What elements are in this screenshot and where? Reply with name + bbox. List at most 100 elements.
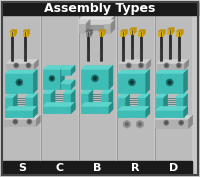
Bar	[117, 161, 154, 174]
Polygon shape	[176, 30, 183, 32]
Polygon shape	[81, 89, 93, 93]
Circle shape	[127, 63, 131, 68]
Circle shape	[139, 63, 143, 68]
Circle shape	[14, 121, 17, 123]
Polygon shape	[43, 89, 55, 93]
Bar	[118, 97, 126, 117]
Polygon shape	[111, 16, 115, 24]
Bar	[99, 32, 103, 36]
Circle shape	[26, 63, 31, 68]
Circle shape	[130, 80, 134, 84]
Circle shape	[27, 64, 30, 67]
Polygon shape	[156, 93, 168, 97]
Bar	[129, 30, 134, 34]
Polygon shape	[43, 89, 55, 93]
Bar	[10, 32, 15, 36]
Bar	[176, 32, 181, 36]
Polygon shape	[63, 89, 75, 93]
Polygon shape	[23, 30, 30, 32]
Polygon shape	[120, 30, 127, 32]
Polygon shape	[184, 106, 188, 117]
Circle shape	[164, 63, 169, 68]
Circle shape	[168, 80, 172, 84]
Polygon shape	[156, 93, 168, 97]
Polygon shape	[118, 106, 150, 110]
Text: B: B	[93, 162, 102, 173]
Circle shape	[128, 79, 135, 86]
Circle shape	[177, 63, 181, 68]
Polygon shape	[33, 93, 37, 117]
Bar	[101, 93, 109, 113]
Bar	[118, 73, 146, 93]
Bar	[138, 32, 143, 36]
Bar	[5, 73, 33, 93]
Polygon shape	[129, 28, 136, 30]
Circle shape	[140, 64, 142, 67]
Polygon shape	[111, 20, 115, 33]
Bar	[104, 24, 111, 33]
Bar	[23, 32, 28, 36]
Bar	[43, 93, 51, 113]
Bar	[3, 161, 40, 174]
Polygon shape	[5, 93, 17, 97]
Polygon shape	[5, 106, 37, 110]
Polygon shape	[125, 30, 127, 36]
Circle shape	[13, 119, 17, 124]
Polygon shape	[79, 20, 90, 24]
Bar	[156, 97, 164, 117]
Polygon shape	[156, 69, 188, 73]
Circle shape	[50, 77, 54, 80]
Bar	[79, 20, 111, 24]
Polygon shape	[118, 93, 130, 97]
Bar	[43, 106, 71, 113]
Bar	[119, 64, 147, 69]
Bar	[2, 2, 198, 15]
Bar	[138, 97, 146, 117]
Polygon shape	[138, 30, 145, 32]
Polygon shape	[28, 30, 30, 36]
Bar	[61, 69, 71, 75]
Polygon shape	[184, 69, 188, 93]
Circle shape	[138, 122, 142, 126]
Polygon shape	[109, 102, 113, 113]
Circle shape	[179, 121, 183, 125]
Bar	[41, 15, 78, 161]
Polygon shape	[167, 28, 174, 30]
Polygon shape	[25, 93, 37, 97]
Polygon shape	[25, 93, 37, 97]
Bar	[79, 161, 116, 174]
Polygon shape	[134, 28, 136, 34]
Circle shape	[17, 80, 21, 84]
Circle shape	[180, 122, 182, 124]
Polygon shape	[51, 89, 55, 113]
Polygon shape	[147, 59, 151, 69]
Polygon shape	[118, 69, 150, 73]
Bar	[86, 32, 91, 36]
Circle shape	[92, 75, 99, 82]
Bar	[4, 119, 36, 126]
Bar	[156, 73, 184, 93]
Polygon shape	[109, 65, 113, 89]
Bar	[158, 32, 163, 36]
Circle shape	[14, 63, 18, 68]
Polygon shape	[71, 89, 75, 113]
Polygon shape	[33, 106, 37, 117]
Circle shape	[49, 75, 55, 81]
Bar	[118, 110, 146, 117]
Polygon shape	[5, 93, 17, 97]
Polygon shape	[91, 30, 93, 36]
Polygon shape	[103, 30, 105, 36]
Circle shape	[15, 64, 17, 67]
Circle shape	[93, 76, 97, 80]
Text: R: R	[131, 162, 140, 173]
Polygon shape	[61, 65, 65, 89]
Polygon shape	[34, 59, 38, 69]
Bar	[81, 69, 109, 89]
Polygon shape	[189, 115, 193, 128]
Polygon shape	[101, 89, 113, 93]
Text: Assembly Types: Assembly Types	[44, 2, 156, 15]
Circle shape	[164, 121, 168, 125]
Polygon shape	[99, 30, 105, 32]
Circle shape	[16, 79, 23, 86]
Polygon shape	[157, 59, 189, 64]
